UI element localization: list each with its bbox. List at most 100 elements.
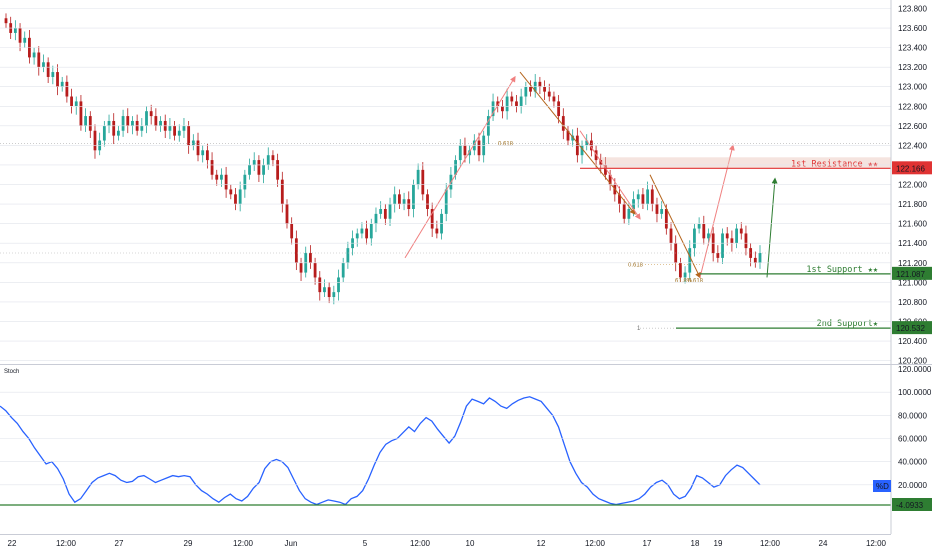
candle-body <box>552 96 556 102</box>
candle-body <box>332 292 336 298</box>
time-tick-label: 12:00 <box>866 539 887 548</box>
candle-body <box>538 81 542 87</box>
projection-arrow <box>766 177 778 278</box>
candle-body <box>243 174 247 190</box>
candle-body <box>323 287 326 293</box>
time-tick-label: 19 <box>714 539 723 548</box>
candle-body <box>524 86 528 97</box>
candle-body <box>571 135 575 141</box>
candle-body <box>627 208 631 219</box>
stoch-baseline-tag <box>892 498 932 511</box>
trend-arrow-up <box>404 75 516 259</box>
candle-body <box>505 96 509 112</box>
time-tick-label: 5 <box>363 539 368 548</box>
candle-body <box>23 37 27 43</box>
candle-body <box>585 140 589 146</box>
candle-body <box>173 125 176 136</box>
price-levels: 1st Resistance ★★ 1st Support ★★ 2nd Suppo… <box>0 141 891 332</box>
candle-body <box>271 155 275 161</box>
candle-body <box>454 160 457 175</box>
candle-body <box>463 145 467 156</box>
candle-body <box>664 208 668 229</box>
candle-body <box>252 160 256 165</box>
price-tick-label: 121.800 <box>898 200 927 209</box>
candle-body <box>388 204 392 219</box>
candle-body <box>290 223 294 239</box>
candle-body <box>641 194 645 205</box>
price-tick-label: 122.800 <box>898 102 927 111</box>
candle-body <box>735 228 738 244</box>
price-tick-label: 122.000 <box>898 181 927 190</box>
candle-body <box>248 164 251 175</box>
trend-arrow-up-2 <box>699 144 735 278</box>
candle-body <box>18 28 22 43</box>
candle-body <box>168 125 172 131</box>
candle-body <box>730 238 734 244</box>
stoch-line <box>0 396 761 506</box>
time-tick-label: 27 <box>115 539 124 548</box>
candle-body <box>604 164 607 175</box>
price-tick-label: 123.400 <box>898 44 927 53</box>
candle-body <box>599 160 603 165</box>
time-tick-label: 17 <box>643 539 652 548</box>
candle-body <box>37 52 41 68</box>
time-tick-label: 12:00 <box>410 539 431 548</box>
candle-body <box>42 62 45 68</box>
candle-body <box>426 194 429 209</box>
candle-body <box>46 62 50 77</box>
candle-body <box>608 174 612 185</box>
stoch-axis[interactable]: 120.0000 100.0000 80.0000 60.0000 40.0000 20.… <box>898 365 932 513</box>
candle-body <box>412 184 415 209</box>
candle-body <box>70 96 73 107</box>
candle-body <box>88 116 92 131</box>
candle-body <box>477 140 481 156</box>
candle-body <box>140 125 144 131</box>
stoch-tick-label: 80.0000 <box>898 411 927 420</box>
candle-body <box>4 18 8 24</box>
candle-body <box>693 228 696 249</box>
candle-body <box>313 262 317 278</box>
candle-body <box>365 228 369 239</box>
time-tick-label: 29 <box>184 539 193 548</box>
stoch-tick-label: 120.0000 <box>898 365 932 374</box>
candle-body <box>702 223 706 239</box>
candle-body <box>112 120 116 136</box>
candle-body <box>131 120 134 126</box>
price-tick-label: 122.400 <box>898 141 927 150</box>
candle-body <box>697 223 701 229</box>
candle-body <box>397 194 401 205</box>
support2-price: 120.532 <box>896 324 925 333</box>
fib-label: 0.618 <box>628 263 644 269</box>
candle-body <box>393 194 397 205</box>
candle-body <box>234 194 237 205</box>
support1-price-tag <box>892 266 932 280</box>
candle-body <box>145 111 148 126</box>
candle-body <box>458 145 462 161</box>
candle-body <box>309 253 312 263</box>
candle-body <box>519 96 523 107</box>
candle-body <box>205 150 209 161</box>
stoch-d-tag <box>873 480 891 492</box>
candle-body <box>266 155 270 165</box>
price-tick-label: 120.200 <box>898 357 927 366</box>
candle-body <box>510 96 514 102</box>
candle-body <box>669 228 673 244</box>
resistance-label: 1st Resistance ★★ <box>791 159 878 169</box>
support2-label: 2nd Support★ <box>817 319 878 329</box>
candle-body <box>622 204 626 219</box>
candle-body <box>32 52 36 58</box>
price-axis[interactable]: 123.800 123.600 123.400 123.200 123.000 122.8… <box>898 4 927 365</box>
candle-body <box>688 248 692 273</box>
stoch-d-label: %D <box>876 482 889 491</box>
price-tick-label: 121.200 <box>898 259 927 268</box>
candle-body <box>383 208 387 219</box>
candle-body <box>65 81 69 97</box>
candle-body <box>201 150 205 156</box>
candle-body <box>374 213 378 224</box>
candle-body <box>337 277 340 293</box>
time-axis[interactable]: 22 12:00 27 29 12:00 Jun 5 12:00 10 12 12:00 17 18 19… <box>8 539 887 548</box>
candle-body <box>360 228 364 234</box>
candle-body <box>121 116 125 131</box>
candle-body <box>753 257 757 263</box>
